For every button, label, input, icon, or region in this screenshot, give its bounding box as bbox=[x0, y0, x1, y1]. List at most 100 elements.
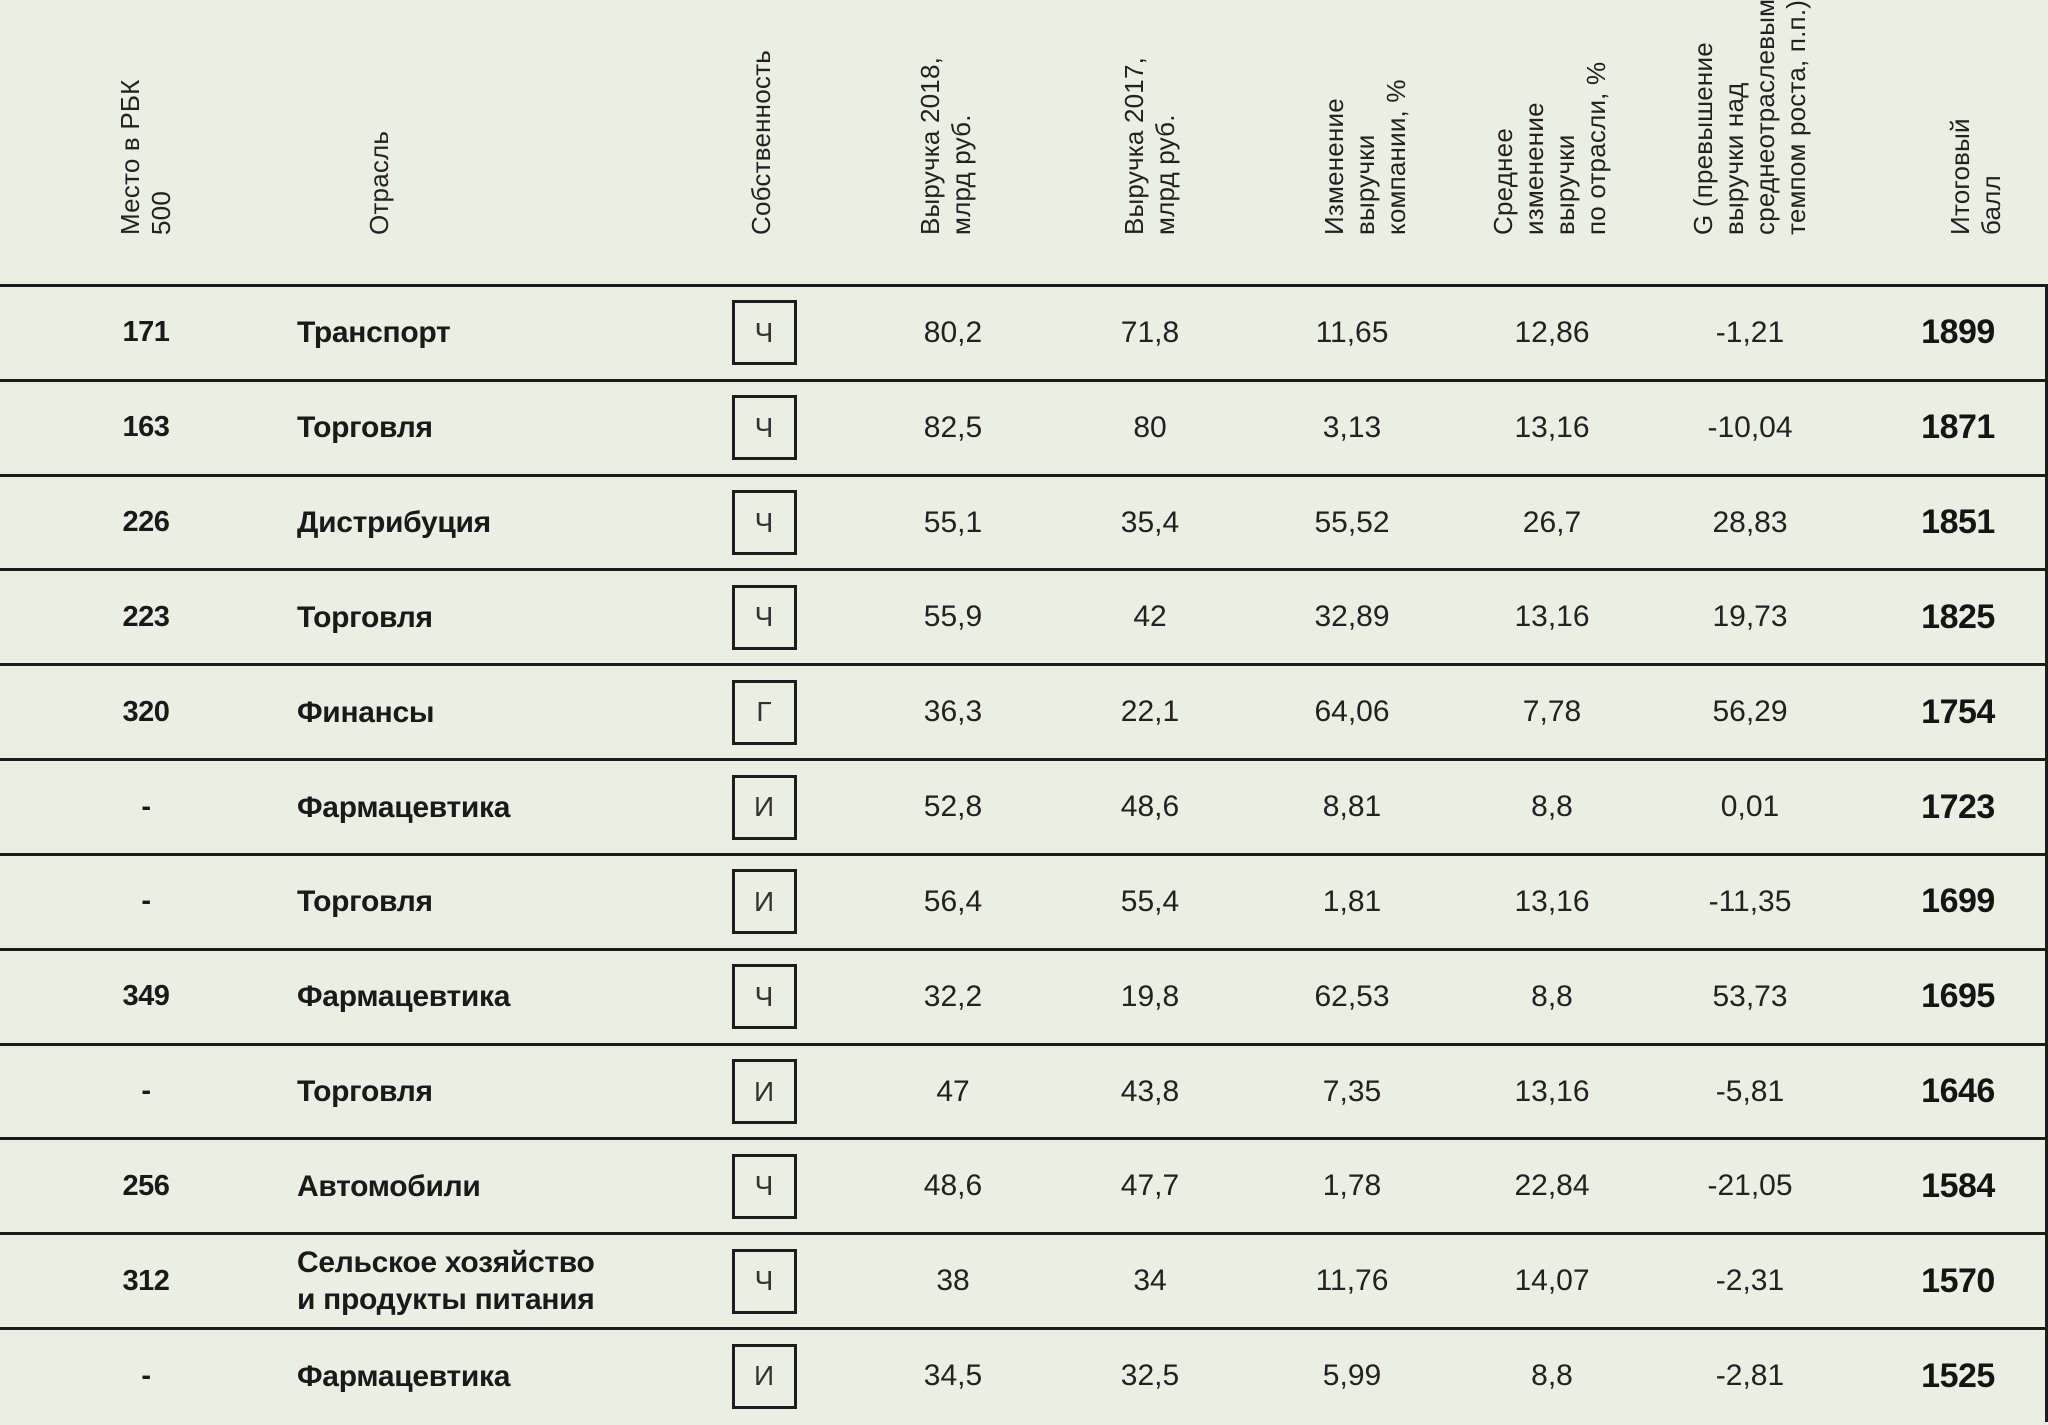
table-row: - Торговля И 56,4 55,4 1,81 13,16 -11,35… bbox=[0, 852, 2045, 948]
g-excess-growth-cell: 56,29 bbox=[1712, 695, 1788, 729]
company-change-cell: 1,78 bbox=[1322, 1169, 1382, 1203]
ownership-cell: Ч bbox=[700, 395, 828, 461]
ownership-letter-box: Ч bbox=[731, 1248, 797, 1314]
rank-cell: 312 bbox=[122, 1264, 170, 1297]
industry-cell: Сельское хозяйство и продукты питания bbox=[297, 1246, 595, 1317]
table-row: 320 Финансы Г 36,3 22,1 64,06 7,78 56,29… bbox=[0, 663, 2045, 758]
ownership-cell: Ч bbox=[700, 1248, 828, 1314]
column-header-total-score: Итоговый балл bbox=[1945, 118, 2006, 235]
industry-cell: Финансы bbox=[297, 695, 435, 729]
table-row: 312 Сельское хозяйство и продукты питани… bbox=[0, 1232, 2045, 1327]
g-excess-growth-cell: -5,81 bbox=[1715, 1074, 1785, 1108]
ownership-cell: Ч bbox=[700, 300, 828, 366]
ownership-letter-box: Ч bbox=[731, 964, 797, 1030]
revenue-2018-cell: 80,2 bbox=[923, 315, 983, 349]
company-change-cell: 1,81 bbox=[1322, 884, 1382, 918]
column-header-rank: Место в РБК 500 bbox=[115, 79, 176, 236]
total-score-cell: 1525 bbox=[1921, 1356, 1995, 1395]
ownership-cell: И bbox=[700, 1059, 828, 1125]
rank-cell: - bbox=[141, 1075, 151, 1108]
industry-avg-change-cell: 7,78 bbox=[1522, 695, 1582, 729]
company-change-cell: 5,99 bbox=[1322, 1359, 1382, 1393]
g-excess-growth-cell: -11,35 bbox=[1708, 884, 1792, 918]
g-excess-growth-cell: -1,21 bbox=[1715, 315, 1785, 349]
table-row: 223 Торговля Ч 55,9 42 32,89 13,16 19,73… bbox=[0, 568, 2045, 663]
revenue-2017-cell: 80 bbox=[1133, 410, 1167, 444]
rank-cell: 223 bbox=[122, 600, 170, 633]
revenue-2018-cell: 55,9 bbox=[923, 600, 983, 634]
revenue-2017-cell: 47,7 bbox=[1120, 1169, 1180, 1203]
column-header-industry: Отрасль bbox=[364, 130, 394, 235]
g-excess-growth-cell: -21,05 bbox=[1707, 1169, 1793, 1203]
industry-cell: Торговля bbox=[297, 885, 433, 919]
ownership-cell: И bbox=[700, 869, 828, 935]
total-score-cell: 1584 bbox=[1921, 1166, 1995, 1205]
company-change-cell: 8,81 bbox=[1322, 790, 1382, 824]
table-body: 171 Транспорт Ч 80,2 71,8 11,65 12,86 -1… bbox=[0, 284, 2048, 1422]
revenue-2017-cell: 19,8 bbox=[1120, 979, 1180, 1013]
revenue-2017-cell: 55,4 bbox=[1120, 884, 1180, 918]
ownership-cell: И bbox=[700, 774, 828, 840]
company-change-cell: 11,76 bbox=[1315, 1264, 1389, 1298]
ownership-cell: Г bbox=[700, 679, 828, 745]
rank-cell: 163 bbox=[122, 411, 170, 444]
rank-cell: 171 bbox=[122, 316, 170, 349]
ownership-letter-box: Ч bbox=[731, 300, 797, 366]
industry-avg-change-cell: 13,16 bbox=[1514, 1074, 1590, 1108]
ownership-letter-box: Ч bbox=[731, 490, 797, 556]
revenue-2018-cell: 48,6 bbox=[923, 1169, 983, 1203]
industry-cell: Фармацевтика bbox=[297, 790, 511, 824]
revenue-2018-cell: 34,5 bbox=[923, 1359, 983, 1393]
industry-cell: Фармацевтика bbox=[297, 1359, 511, 1393]
ownership-cell: Ч bbox=[700, 490, 828, 556]
industry-cell: Фармацевтика bbox=[297, 980, 511, 1014]
total-score-cell: 1695 bbox=[1921, 977, 1995, 1016]
ownership-letter-box: И bbox=[731, 869, 797, 935]
industry-avg-change-cell: 13,16 bbox=[1514, 410, 1590, 444]
table-row: - Фармацевтика И 34,5 32,5 5,99 8,8 -2,8… bbox=[0, 1327, 2045, 1422]
rank-cell: 349 bbox=[122, 980, 170, 1013]
industry-cell: Дистрибуция bbox=[297, 506, 491, 540]
industry-cell: Торговля bbox=[297, 600, 433, 634]
industry-avg-change-cell: 22,84 bbox=[1514, 1169, 1590, 1203]
industry-avg-change-cell: 13,16 bbox=[1514, 600, 1590, 634]
column-header-revenue-2017: Выручка 2017, млрд руб. bbox=[1119, 56, 1180, 235]
column-header-ownership: Собственность bbox=[746, 50, 776, 235]
table-row: - Торговля И 47 43,8 7,35 13,16 -5,81 16… bbox=[0, 1042, 2045, 1138]
revenue-2018-cell: 56,4 bbox=[923, 884, 983, 918]
ownership-letter-box: И bbox=[731, 1059, 797, 1125]
revenue-2017-cell: 48,6 bbox=[1120, 790, 1180, 824]
total-score-cell: 1871 bbox=[1921, 408, 1995, 447]
total-score-cell: 1723 bbox=[1921, 787, 1995, 826]
table-row: 256 Автомобили Ч 48,6 47,7 1,78 22,84 -2… bbox=[0, 1137, 2045, 1232]
industry-avg-change-cell: 26,7 bbox=[1522, 505, 1582, 539]
column-header-company-change: Изменение выручки компании, % bbox=[1319, 79, 1411, 235]
rank-cell: - bbox=[141, 790, 151, 823]
g-excess-growth-cell: 0,01 bbox=[1720, 790, 1780, 824]
ownership-letter-box: Ч bbox=[731, 1153, 797, 1219]
total-score-cell: 1570 bbox=[1921, 1261, 1995, 1300]
industry-avg-change-cell: 8,8 bbox=[1531, 1359, 1573, 1393]
industry-cell: Торговля bbox=[297, 411, 433, 445]
rank-cell: - bbox=[141, 885, 151, 918]
company-change-cell: 55,52 bbox=[1314, 505, 1390, 539]
revenue-2017-cell: 71,8 bbox=[1120, 315, 1180, 349]
table-row: - Фармацевтика И 52,8 48,6 8,81 8,8 0,01… bbox=[0, 758, 2045, 853]
revenue-2017-cell: 35,4 bbox=[1120, 505, 1180, 539]
revenue-2017-cell: 43,8 bbox=[1120, 1074, 1180, 1108]
revenue-2018-cell: 32,2 bbox=[923, 979, 983, 1013]
g-excess-growth-cell: -2,31 bbox=[1715, 1264, 1785, 1298]
company-change-cell: 3,13 bbox=[1322, 410, 1382, 444]
g-excess-growth-cell: 28,83 bbox=[1712, 505, 1788, 539]
ownership-letter-box: И bbox=[731, 774, 797, 840]
g-excess-growth-cell: 53,73 bbox=[1712, 979, 1788, 1013]
ownership-cell: Ч bbox=[700, 584, 828, 650]
ownership-letter-box: Г bbox=[731, 679, 797, 745]
industry-avg-change-cell: 12,86 bbox=[1514, 315, 1590, 349]
ownership-letter-box: Ч bbox=[731, 584, 797, 650]
rank-cell: 256 bbox=[122, 1169, 170, 1202]
total-score-cell: 1899 bbox=[1921, 313, 1995, 352]
industry-avg-change-cell: 8,8 bbox=[1531, 790, 1573, 824]
industry-avg-change-cell: 13,16 bbox=[1514, 884, 1590, 918]
